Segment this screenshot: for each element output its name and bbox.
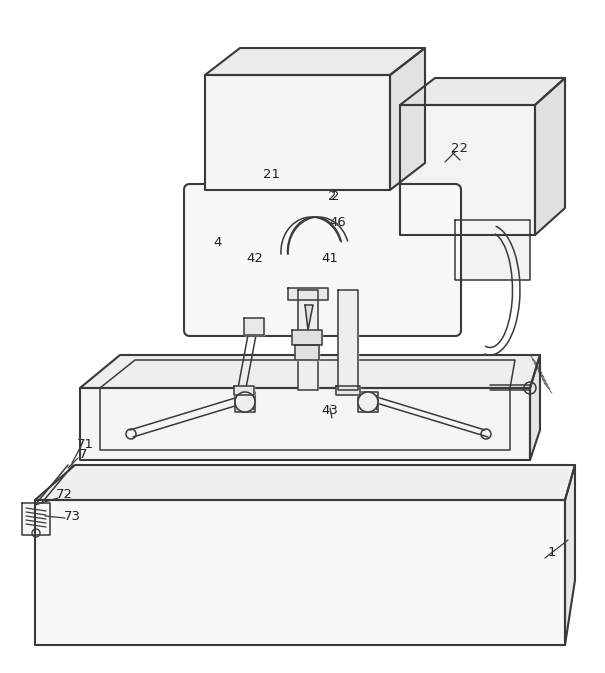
Polygon shape xyxy=(205,75,390,190)
Polygon shape xyxy=(530,355,540,460)
Polygon shape xyxy=(298,290,318,390)
Polygon shape xyxy=(400,78,565,105)
Polygon shape xyxy=(35,500,565,645)
Text: 7: 7 xyxy=(79,448,87,460)
Polygon shape xyxy=(390,48,425,190)
Text: 72: 72 xyxy=(56,489,73,501)
Polygon shape xyxy=(358,392,378,412)
Polygon shape xyxy=(22,503,50,535)
Polygon shape xyxy=(244,318,264,335)
Text: 4: 4 xyxy=(214,236,222,250)
Polygon shape xyxy=(336,386,360,395)
Text: 2: 2 xyxy=(331,190,339,203)
Polygon shape xyxy=(455,220,530,280)
Polygon shape xyxy=(205,48,425,75)
Text: 43: 43 xyxy=(322,404,338,417)
Text: 42: 42 xyxy=(247,252,263,264)
Polygon shape xyxy=(288,288,328,300)
Polygon shape xyxy=(305,305,313,330)
Polygon shape xyxy=(80,355,540,388)
Text: 71: 71 xyxy=(76,437,94,450)
Polygon shape xyxy=(235,392,255,412)
Text: 46: 46 xyxy=(330,215,347,229)
Circle shape xyxy=(235,392,255,412)
FancyBboxPatch shape xyxy=(184,184,461,336)
Text: 1: 1 xyxy=(548,546,556,559)
Polygon shape xyxy=(292,330,322,345)
Text: 73: 73 xyxy=(64,509,80,522)
Circle shape xyxy=(358,392,378,412)
Polygon shape xyxy=(535,78,565,235)
Polygon shape xyxy=(400,105,535,235)
Polygon shape xyxy=(338,290,358,390)
Text: 2: 2 xyxy=(328,190,336,203)
Text: 22: 22 xyxy=(451,141,468,155)
Polygon shape xyxy=(565,465,575,645)
Text: 21: 21 xyxy=(264,168,281,182)
Polygon shape xyxy=(35,465,575,500)
Text: 41: 41 xyxy=(322,252,338,264)
Polygon shape xyxy=(234,386,254,395)
Polygon shape xyxy=(295,345,319,360)
Polygon shape xyxy=(80,388,530,460)
